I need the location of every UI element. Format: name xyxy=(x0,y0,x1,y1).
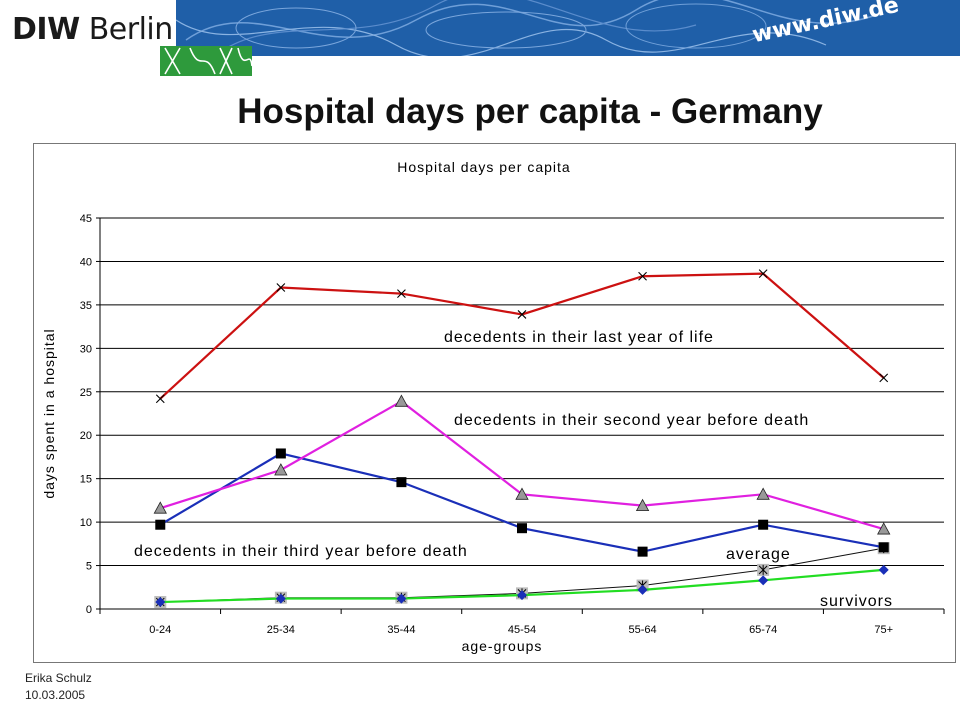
logo-word-berlin: Berlin xyxy=(88,12,174,47)
footer-date: 10.03.2005 xyxy=(25,688,86,702)
series-annotation: average xyxy=(726,546,791,563)
data-point-x-mark xyxy=(879,373,889,383)
logo-word-diw: DIW xyxy=(12,12,80,47)
data-point-square xyxy=(155,519,166,530)
data-point-diamond xyxy=(155,597,166,608)
y-tick-label: 25 xyxy=(80,387,92,399)
series-annotation: decedents in their second year before de… xyxy=(454,412,809,429)
line-chart: Hospital days per capita 0 5 10 15 20 25 30 35 40… xyxy=(41,159,945,654)
series-annotation: survivors xyxy=(820,593,893,610)
x-tick-label: 25-34 xyxy=(267,624,295,636)
data-point-x-mark xyxy=(276,283,286,292)
data-point-diamond xyxy=(878,564,889,575)
data-point-triangle xyxy=(877,522,891,535)
y-tick-label: 0 xyxy=(86,604,92,616)
data-point-square xyxy=(517,523,527,534)
series-annotation: decedents in their third year before dea… xyxy=(134,543,468,560)
data-point-x-mark xyxy=(397,289,406,298)
chart-title: Hospital days per capita xyxy=(397,159,570,175)
y-tick-label: 15 xyxy=(80,474,92,486)
x-tick-label: 35-44 xyxy=(387,624,415,636)
data-point-asterisk xyxy=(758,564,768,575)
data-point-diamond xyxy=(396,593,407,604)
data-point-x-mark xyxy=(638,271,647,281)
green-block-pattern xyxy=(164,47,252,75)
slide-title: Hospital days per capita - Germany xyxy=(237,92,823,131)
y-tick-label: 20 xyxy=(80,430,92,442)
green-accent-block xyxy=(160,46,252,76)
data-point-diamond xyxy=(637,584,648,595)
data-point-square xyxy=(396,477,407,488)
x-tick-label: 75+ xyxy=(874,624,893,636)
chart-frame: Hospital days per capita 0 5 10 15 20 25 30 35 40… xyxy=(33,143,956,663)
x-tick-label: 65-74 xyxy=(749,624,777,636)
data-point-x-mark xyxy=(155,394,165,404)
y-axis-label: days spent in a hospital xyxy=(41,328,57,498)
data-point-triangle xyxy=(756,487,770,500)
footer-author: Erika Schulz xyxy=(25,671,92,685)
data-point-diamond xyxy=(758,575,769,586)
x-tick-label: 45-54 xyxy=(508,624,536,636)
data-point-diamond xyxy=(275,593,286,604)
data-point-square xyxy=(637,546,648,557)
diw-logo: DIW Berlin xyxy=(12,12,173,47)
series-line xyxy=(159,452,884,553)
data-point-square xyxy=(758,519,769,530)
y-tick-label: 40 xyxy=(80,256,92,268)
data-point-triangle xyxy=(515,487,529,500)
data-point-triangle xyxy=(274,463,288,476)
y-tick-label: 5 xyxy=(86,561,92,573)
y-tick-label: 45 xyxy=(80,213,92,225)
data-point-triangle xyxy=(394,394,409,407)
data-point-square xyxy=(878,542,889,553)
x-tick-label: 55-64 xyxy=(629,624,657,636)
data-point-diamond xyxy=(517,590,527,601)
data-point-triangle xyxy=(153,501,167,514)
data-point-x-mark xyxy=(758,269,768,278)
header-banner: www.diw.de xyxy=(176,0,960,56)
y-tick-label: 35 xyxy=(80,300,92,312)
y-tick-label: 10 xyxy=(80,517,92,529)
series-annotation: decedents in their last year of life xyxy=(444,329,714,346)
x-axis-label: age-groups xyxy=(462,638,543,654)
data-point-triangle xyxy=(635,498,650,512)
y-tick-label: 30 xyxy=(80,343,92,355)
x-tick-label: 0-24 xyxy=(149,624,171,636)
data-point-x-mark xyxy=(517,310,527,319)
banner-swirl-decoration xyxy=(176,0,877,56)
data-point-square xyxy=(275,448,286,459)
